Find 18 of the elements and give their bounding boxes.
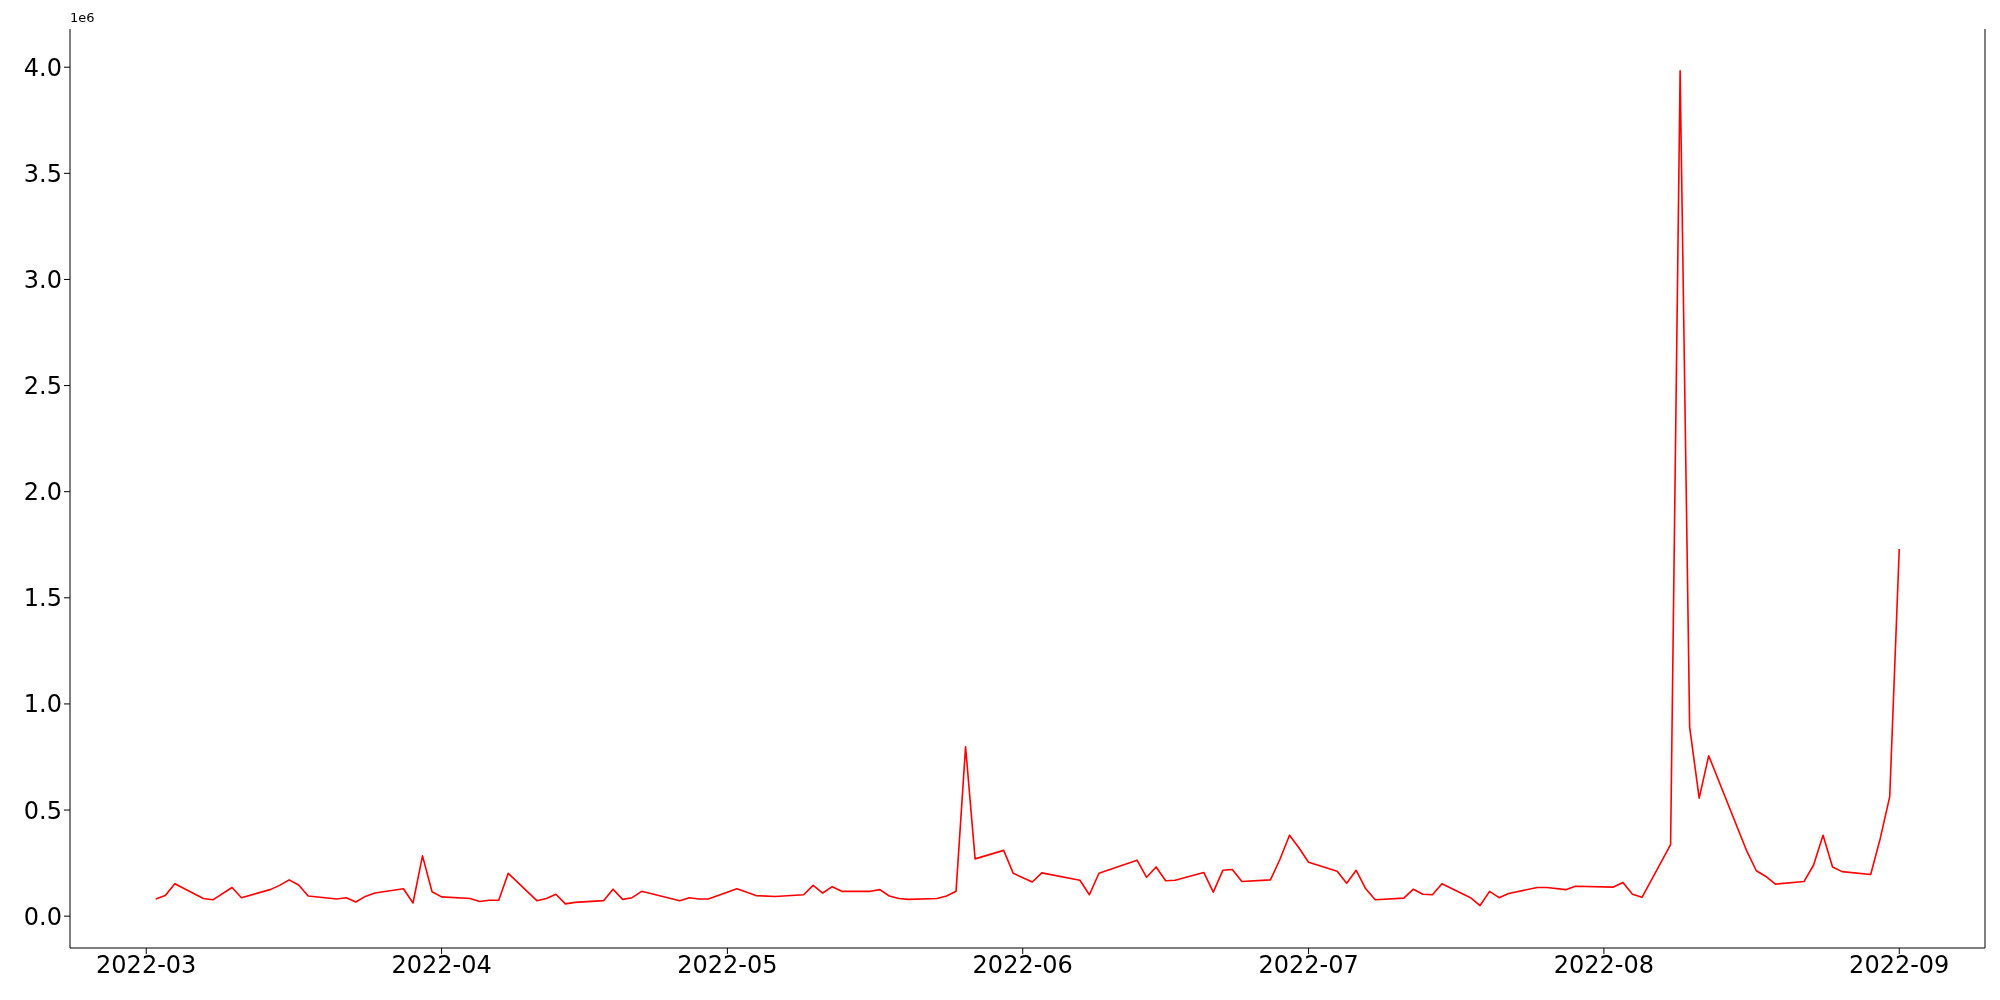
text: 1e6 bbox=[70, 10, 95, 25]
x-tick-label: 2022-08 bbox=[1553, 951, 1655, 980]
y-tick-label: 2.0 bbox=[23, 478, 62, 507]
y-tick-label: 3.0 bbox=[23, 265, 62, 294]
line-series bbox=[154, 70, 1901, 907]
y-tick-label: 0.5 bbox=[23, 796, 62, 825]
y-tick-label: 1.5 bbox=[23, 584, 62, 613]
y-tick-label: 1.0 bbox=[23, 690, 62, 719]
x-tick-label: 2022-09 bbox=[1849, 951, 1950, 980]
x-tick-label: 2022-03 bbox=[96, 951, 197, 980]
x-tick-label: 2022-07 bbox=[1258, 951, 1359, 980]
x-tick-label: 2022-06 bbox=[972, 951, 1073, 980]
x-tick-label: 2022-04 bbox=[391, 951, 492, 980]
y-tick-label: 3.5 bbox=[23, 159, 62, 188]
y-tick-label: 0.0 bbox=[23, 902, 62, 931]
y-tick-label: 2.5 bbox=[23, 372, 62, 401]
y-tick-label: 4.0 bbox=[23, 53, 62, 82]
x-tick-label: 2022-05 bbox=[677, 951, 778, 980]
